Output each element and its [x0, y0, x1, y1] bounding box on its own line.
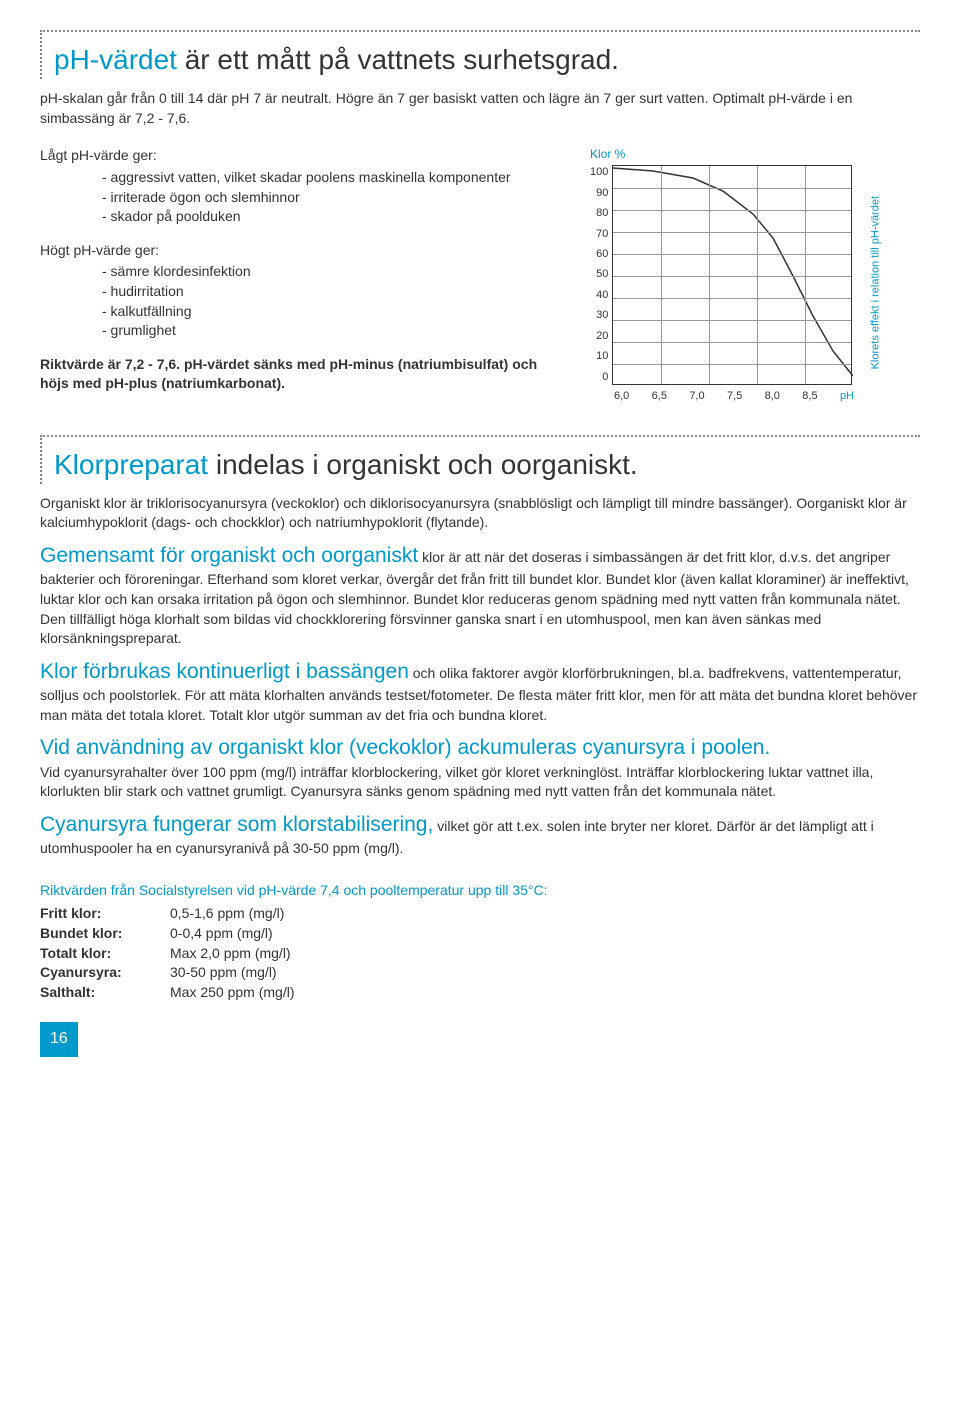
high-ph-item: - kalkutfällning: [40, 302, 550, 322]
klor-title-rest: indelas i organiskt och oorganiskt.: [208, 449, 638, 480]
chart-y-tick: 60: [596, 247, 608, 262]
klor-cyanur: Cyanursyra fungerar som klorstabiliserin…: [40, 810, 920, 859]
chart-y-tick: 20: [596, 329, 608, 344]
low-ph-lead: Lågt pH-värde ger:: [40, 146, 550, 166]
chart-col: Klor % 1009080706050403020100 Klorets ef…: [580, 146, 920, 404]
low-ph-item: - irriterade ögon och slemhinnor: [40, 188, 550, 208]
rikt-row: Cyanursyra:30-50 ppm (mg/l): [40, 963, 920, 983]
chart-x-tick: 8,0: [765, 389, 780, 404]
rikt-row: Salthalt:Max 250 ppm (mg/l): [40, 983, 920, 1003]
low-ph-item: - skador på poolduken: [40, 207, 550, 227]
klor-vecko-body: Vid cyanursyrahalter över 100 ppm (mg/l)…: [40, 764, 873, 800]
chart-gridline-v: [805, 166, 806, 384]
chart-gridline-h: [613, 320, 851, 321]
chart-x-labels: 6,0 6,5 7,0 7,5 8,0 8,5 pH: [614, 389, 854, 404]
rikt-row: Totalt klor:Max 2,0 ppm (mg/l): [40, 944, 920, 964]
chlorine-chart: Klor % 1009080706050403020100 Klorets ef…: [580, 146, 920, 404]
high-ph-block: Högt pH-värde ger: - sämre klordesinfekt…: [40, 241, 550, 341]
chart-y-tick: 50: [596, 267, 608, 282]
chart-gridline-h: [613, 210, 851, 211]
chart-x-tick: 7,5: [727, 389, 742, 404]
klor-cyanur-head: Cyanursyra fungerar som klorstabiliserin…: [40, 813, 433, 836]
chart-x-tick: 7,0: [689, 389, 704, 404]
klor-forbrukas-head: Klor förbrukas kontinuerligt i bassängen: [40, 660, 409, 683]
rikt-row: Fritt klor:0,5-1,6 ppm (mg/l): [40, 904, 920, 924]
ph-title-blue: pH-värdet: [54, 44, 177, 75]
rikt-table: Fritt klor:0,5-1,6 ppm (mg/l)Bundet klor…: [40, 904, 920, 1002]
rikt-label: Fritt klor:: [40, 904, 170, 924]
rikt-header: Riktvärden från Socialstyrelsen vid pH-v…: [40, 881, 920, 901]
klor-body: Organiskt klor är triklorisocyanursyra (…: [40, 494, 920, 859]
rikt-label: Bundet klor:: [40, 924, 170, 944]
chart-gridline-v: [661, 166, 662, 384]
page-number: 16: [40, 1022, 78, 1056]
rikt-block: Riktvärden från Socialstyrelsen vid pH-v…: [40, 881, 920, 1003]
klor-gemensamt-head: Gemensamt för organiskt och oorganiskt: [40, 544, 418, 567]
klor-vecko-head: Vid användning av organiskt klor (veckok…: [40, 736, 770, 759]
chart-y-tick: 0: [602, 370, 608, 385]
high-ph-lead: Högt pH-värde ger:: [40, 241, 550, 261]
rikt-label: Salthalt:: [40, 983, 170, 1003]
klor-title: Klorpreparat indelas i organiskt och oor…: [54, 445, 920, 484]
chart-gridline-h: [613, 276, 851, 277]
rikt-label: Cyanursyra:: [40, 963, 170, 983]
low-ph-block: Lågt pH-värde ger: - aggressivt vatten, …: [40, 146, 550, 226]
rikt-value: Max 250 ppm (mg/l): [170, 983, 294, 1003]
section-klor-header: Klorpreparat indelas i organiskt och oor…: [40, 435, 920, 484]
chart-x-tick: 6,5: [652, 389, 667, 404]
low-ph-item: - aggressivt vatten, vilket skadar poole…: [40, 168, 550, 188]
rikt-value: Max 2,0 ppm (mg/l): [170, 944, 291, 964]
chart-y-labels: 1009080706050403020100: [590, 165, 612, 385]
ph-title-rest: är ett mått på vattnets surhetsgrad.: [177, 44, 619, 75]
chart-x-tick: 8,5: [802, 389, 817, 404]
high-ph-item: - grumlighet: [40, 321, 550, 341]
chart-title: Klor %: [590, 146, 920, 163]
chart-y-tick: 90: [596, 186, 608, 201]
klor-gemensamt: Gemensamt för organiskt och oorganiskt k…: [40, 541, 920, 649]
rikt-value: 0,5-1,6 ppm (mg/l): [170, 904, 284, 924]
rikt-row: Bundet klor:0-0,4 ppm (mg/l): [40, 924, 920, 944]
rikt-label: Totalt klor:: [40, 944, 170, 964]
ph-left-col: Lågt pH-värde ger: - aggressivt vatten, …: [40, 146, 550, 404]
chart-gridline-v: [757, 166, 758, 384]
chart-y-tick: 40: [596, 288, 608, 303]
chart-y-tick: 100: [590, 165, 608, 180]
chart-line: [613, 168, 853, 376]
ph-riktvarde: Riktvärde är 7,2 - 7,6. pH-värdet sänks …: [40, 355, 550, 394]
chart-gridline-h: [613, 254, 851, 255]
high-ph-item: - sämre klordesinfektion: [40, 262, 550, 282]
chart-y-axis-label: Klorets effekt i relation till pH-värdet: [869, 196, 884, 369]
chart-x-tick: 6,0: [614, 389, 629, 404]
klor-p1: Organiskt klor är triklorisocyanursyra (…: [40, 494, 920, 533]
rikt-value: 30-50 ppm (mg/l): [170, 963, 277, 983]
chart-grid: [612, 165, 852, 385]
chart-gridline-h: [613, 298, 851, 299]
chart-gridline-h: [613, 188, 851, 189]
chart-y-tick: 80: [596, 206, 608, 221]
klor-vecko: Vid användning av organiskt klor (veckok…: [40, 733, 920, 802]
klor-forbrukas: Klor förbrukas kontinuerligt i bassängen…: [40, 657, 920, 726]
rikt-value: 0-0,4 ppm (mg/l): [170, 924, 273, 944]
section-ph-header: pH-värdet är ett mått på vattnets surhet…: [40, 30, 920, 79]
ph-two-col: Lågt pH-värde ger: - aggressivt vatten, …: [40, 146, 920, 404]
chart-y-tick: 70: [596, 227, 608, 242]
chart-gridline-v: [709, 166, 710, 384]
chart-gridline-h: [613, 342, 851, 343]
chart-gridline-h: [613, 364, 851, 365]
klor-title-blue: Klorpreparat: [54, 449, 208, 480]
ph-title: pH-värdet är ett mått på vattnets surhet…: [54, 40, 920, 79]
chart-y-tick: 10: [596, 349, 608, 364]
ph-intro: pH-skalan går från 0 till 14 där pH 7 är…: [40, 89, 920, 128]
chart-y-tick: 30: [596, 308, 608, 323]
chart-gridline-h: [613, 232, 851, 233]
high-ph-item: - hudirritation: [40, 282, 550, 302]
chart-x-suffix: pH: [840, 389, 854, 404]
